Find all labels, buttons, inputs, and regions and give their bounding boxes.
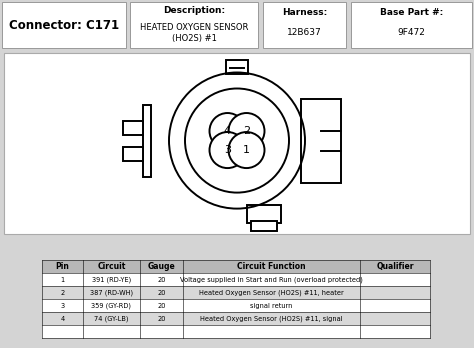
Text: Heated Oxygen Sensor (HO2S) #11, signal: Heated Oxygen Sensor (HO2S) #11, signal: [200, 315, 343, 322]
Bar: [42, 299, 430, 312]
Text: 4: 4: [224, 126, 231, 136]
Text: Gauge: Gauge: [147, 262, 175, 271]
FancyBboxPatch shape: [2, 2, 126, 48]
Text: 12B637: 12B637: [287, 28, 322, 37]
Bar: [42, 312, 430, 325]
Bar: [42, 260, 430, 273]
Bar: [123, 147, 143, 160]
Circle shape: [228, 132, 264, 168]
Text: 3: 3: [61, 303, 64, 309]
FancyBboxPatch shape: [263, 2, 346, 48]
Text: 20: 20: [157, 303, 166, 309]
Text: HEATED OXYGEN SENSOR
(HO2S) #1: HEATED OXYGEN SENSOR (HO2S) #1: [140, 23, 248, 43]
Text: Circuit: Circuit: [97, 262, 126, 271]
Text: 9F472: 9F472: [397, 28, 425, 37]
Bar: [301, 98, 341, 183]
Text: Harness:: Harness:: [282, 8, 327, 17]
FancyBboxPatch shape: [130, 2, 258, 48]
Text: 20: 20: [157, 277, 166, 283]
Text: 20: 20: [157, 290, 166, 296]
Bar: [226, 61, 248, 74]
Bar: [251, 221, 277, 231]
Circle shape: [210, 132, 246, 168]
Text: 4: 4: [60, 316, 64, 322]
Text: 2: 2: [60, 290, 64, 296]
Bar: [247, 205, 281, 223]
Text: 2: 2: [243, 126, 250, 136]
Text: Description:: Description:: [163, 6, 226, 15]
FancyBboxPatch shape: [351, 2, 472, 48]
Text: 391 (RD-YE): 391 (RD-YE): [92, 276, 131, 283]
Text: 20: 20: [157, 316, 166, 322]
Circle shape: [228, 113, 264, 149]
Text: Connector: C171: Connector: C171: [9, 19, 119, 32]
Text: 1: 1: [243, 145, 250, 155]
Bar: [42, 273, 430, 286]
Text: Circuit Function: Circuit Function: [237, 262, 306, 271]
Text: 1: 1: [61, 277, 64, 283]
Text: 74 (GY-LB): 74 (GY-LB): [94, 315, 129, 322]
Text: Heated Oxygen Sensor (HO2S) #11, heater: Heated Oxygen Sensor (HO2S) #11, heater: [199, 290, 344, 296]
Text: 387 (RD-WH): 387 (RD-WH): [90, 290, 133, 296]
Bar: [143, 104, 151, 176]
Text: signal return: signal return: [250, 303, 292, 309]
Text: Pin: Pin: [55, 262, 69, 271]
Text: Qualifier: Qualifier: [376, 262, 414, 271]
Circle shape: [210, 113, 246, 149]
Bar: [123, 120, 143, 135]
Bar: [42, 325, 430, 338]
Text: Voltage supplied in Start and Run (overload protected): Voltage supplied in Start and Run (overl…: [180, 276, 363, 283]
Text: 359 (GY-RD): 359 (GY-RD): [91, 302, 131, 309]
Bar: [42, 286, 430, 299]
FancyBboxPatch shape: [4, 54, 470, 234]
Text: Base Part #:: Base Part #:: [380, 8, 443, 17]
Text: 3: 3: [224, 145, 231, 155]
